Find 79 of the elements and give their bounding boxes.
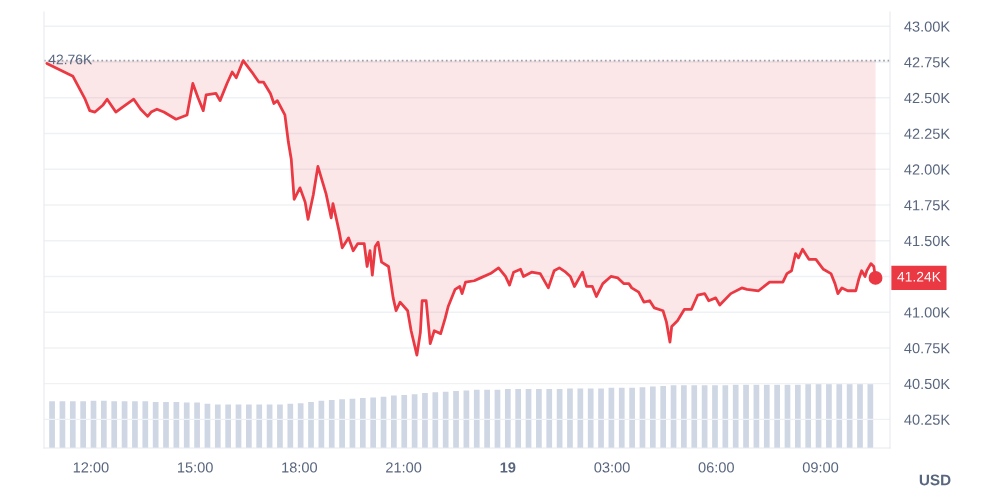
bar — [826, 384, 832, 448]
bar — [660, 385, 667, 448]
bar — [183, 402, 190, 448]
bar — [453, 391, 459, 448]
x-tick-label: 09:00 — [802, 462, 839, 473]
y-tick-label: 40.25K — [904, 414, 950, 425]
bar — [867, 384, 874, 448]
bar — [401, 394, 408, 448]
bar — [101, 400, 107, 448]
bar — [567, 388, 573, 448]
bar — [163, 401, 169, 448]
x-tick-label: 03:00 — [594, 462, 630, 473]
bar — [111, 401, 118, 448]
bar — [69, 401, 76, 448]
x-tick-label: 12:00 — [73, 462, 109, 473]
bar — [536, 389, 542, 448]
bar — [442, 391, 449, 448]
bar — [328, 400, 335, 448]
y-tick-label: 42.00K — [904, 164, 950, 175]
bar — [515, 389, 522, 448]
bar — [391, 395, 397, 448]
bar — [598, 388, 604, 448]
y-tick-label: 41.75K — [904, 200, 950, 211]
bar — [49, 401, 55, 448]
bar — [722, 385, 729, 448]
bar — [805, 384, 812, 448]
bar — [618, 387, 625, 448]
bar — [763, 384, 770, 448]
bar — [712, 385, 718, 448]
bar — [504, 389, 511, 448]
x-tick-label: 15:00 — [178, 462, 213, 473]
bar — [152, 401, 159, 448]
bar — [629, 387, 635, 448]
bar — [836, 384, 843, 448]
bar — [649, 386, 656, 448]
x-tick-label: 06:00 — [698, 462, 734, 473]
bar — [681, 385, 687, 448]
bar — [732, 384, 739, 448]
text: 41.24K — [897, 271, 941, 282]
bar — [246, 404, 252, 448]
bar — [546, 389, 553, 448]
bar — [308, 401, 314, 448]
bar — [794, 384, 801, 448]
bar — [577, 388, 584, 448]
bar — [225, 404, 232, 448]
bar — [297, 403, 304, 448]
bar — [359, 398, 366, 448]
bar — [473, 389, 480, 448]
bar — [80, 401, 86, 448]
bar — [132, 401, 138, 448]
y-tick-label: 43.00K — [904, 21, 950, 32]
y-tick-label: 40.50K — [904, 378, 950, 390]
y-tick-label: 41.00K — [904, 307, 950, 318]
bar — [774, 384, 780, 448]
bar — [287, 403, 294, 448]
x-tick-label: 18:00 — [282, 462, 318, 473]
bar — [256, 404, 263, 448]
bar — [484, 389, 490, 448]
y-tick-label: 41.50K — [904, 235, 950, 247]
bar — [857, 384, 863, 448]
bar — [691, 385, 698, 448]
x-tick-label: 19 — [500, 462, 516, 473]
bar — [432, 392, 439, 448]
bar — [587, 388, 594, 448]
bar — [422, 392, 428, 448]
x-tick-label: 21:00 — [386, 462, 422, 473]
y-tick-label: 42.25K — [904, 128, 950, 139]
bar — [142, 401, 149, 448]
y-tick-label: 42.75K — [904, 57, 950, 68]
bar — [370, 397, 377, 448]
bar — [339, 399, 345, 448]
ref-line-label: 42.76K — [48, 54, 93, 65]
bar — [743, 384, 749, 448]
bar — [194, 402, 200, 448]
y-tick-label: 40.75K — [904, 343, 950, 354]
bar — [214, 404, 221, 448]
bar — [277, 404, 283, 448]
y-tick-label: 42.50K — [904, 92, 950, 104]
y-axis-title: USD — [919, 474, 951, 486]
